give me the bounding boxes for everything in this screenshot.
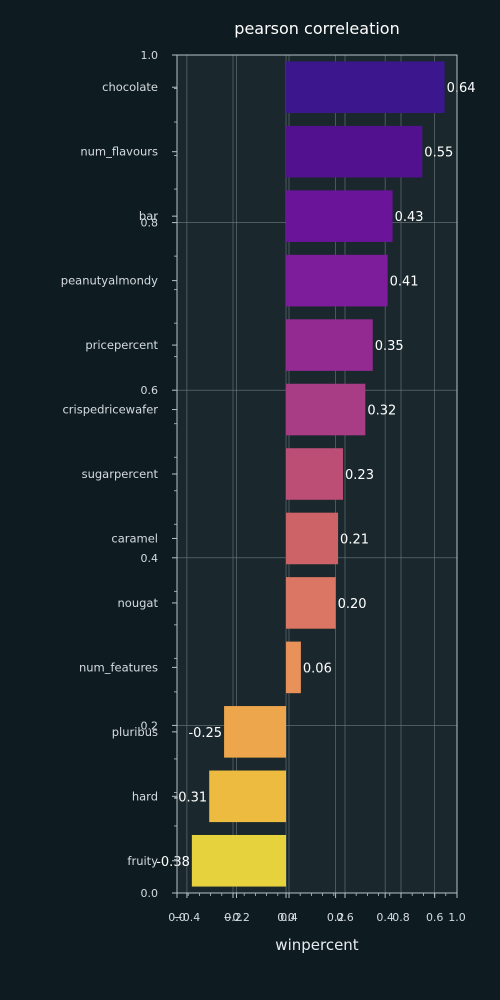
- bar: [286, 383, 366, 436]
- y-category-label: peanutyalmondy: [61, 274, 158, 288]
- bar: [286, 641, 301, 694]
- bar: [209, 770, 287, 823]
- bar-value-label: 0.41: [390, 275, 419, 290]
- bar-value-label: 0.64: [447, 81, 476, 96]
- y-category-label: caramel: [111, 531, 158, 545]
- y-category-label: sugarpercent: [82, 467, 159, 481]
- x-tick-label: 0.2: [327, 911, 345, 924]
- overlay-y-tick-label: 0.0: [141, 887, 159, 900]
- x-tick-label: 0.6: [426, 911, 444, 924]
- overlay-x-tick-label: 1.0: [448, 911, 466, 924]
- overlay-y-tick-label: 0.6: [141, 384, 159, 397]
- bar: [286, 577, 336, 629]
- bar: [286, 448, 344, 500]
- bar-value-label: -0.25: [188, 726, 222, 741]
- y-category-label: bar: [139, 209, 158, 223]
- bar: [286, 254, 388, 307]
- overlay-x-tick-label: 0.6: [336, 911, 354, 924]
- overlay-x-tick-label: 0.4: [280, 911, 298, 924]
- bar: [286, 61, 445, 114]
- overlay-x-tick-label: 0.8: [392, 911, 410, 924]
- y-category-label: pluribus: [112, 725, 158, 739]
- bar-value-label: 0.35: [375, 339, 404, 354]
- overlay-y-tick-label: 0.2: [141, 719, 159, 732]
- y-category-label: pricepercent: [85, 338, 158, 352]
- overlay-y-tick-label: 0.4: [141, 552, 159, 565]
- bar-value-label: 0.06: [303, 661, 332, 676]
- x-axis-label: winpercent: [275, 936, 359, 954]
- y-category-label: crispedricewafer: [62, 403, 158, 417]
- y-category-label: hard: [132, 789, 158, 803]
- bars: 0.64 0.55 0.43 0.41 0.35 0.32 0.23 0.21 0.20 0.06…: [156, 61, 476, 887]
- chart-title: pearson correleation: [234, 19, 399, 38]
- y-category-label: num_features: [79, 660, 158, 674]
- plot-frame: [176, 54, 458, 894]
- bar: [224, 706, 287, 758]
- y-category-label: num_flavours: [80, 145, 158, 159]
- y-category-label: chocolate: [102, 80, 158, 94]
- bar: [286, 512, 339, 565]
- bar-value-label: 0.20: [338, 597, 367, 612]
- bar: [286, 190, 393, 242]
- bar-value-label: 0.55: [424, 146, 453, 161]
- y-category-label: nougat: [118, 596, 159, 610]
- bar-value-label: 0.23: [345, 468, 374, 483]
- overlay-x-tick-label: 0.0: [168, 911, 186, 924]
- overlay-y-tick-label: 0.8: [141, 217, 159, 230]
- bar-value-label: -0.38: [156, 855, 190, 870]
- ticks: 0.0 0.2 0.4 0.6 0.8 1.0 0.0 0.2 0.4 0.6 0.8 1.0 −0.4…: [61, 49, 466, 924]
- x-tick-label: 0.4: [376, 911, 394, 924]
- bar: [286, 125, 423, 178]
- x-tick-label: −0.4: [174, 911, 201, 924]
- bar-value-label: 0.32: [367, 404, 396, 419]
- bar-value-label: 0.43: [395, 210, 424, 225]
- overlay-x-tick-label: 0.2: [224, 911, 242, 924]
- x-tick-label: −0.2: [223, 911, 250, 924]
- y-category-label: fruity: [127, 854, 158, 868]
- bar: [286, 319, 373, 371]
- bar-value-label: 0.21: [340, 532, 369, 547]
- bar: [191, 834, 287, 887]
- overlay-y-tick-label: 1.0: [141, 49, 159, 62]
- x-tick-label: 0.0: [277, 911, 295, 924]
- bar-value-label: -0.31: [174, 790, 208, 805]
